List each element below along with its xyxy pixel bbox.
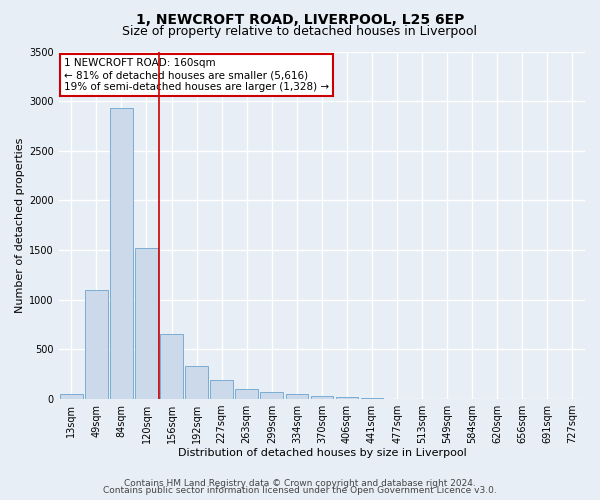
Bar bbox=[311, 396, 333, 399]
Bar bbox=[160, 334, 183, 399]
Bar bbox=[286, 394, 308, 399]
Text: Size of property relative to detached houses in Liverpool: Size of property relative to detached ho… bbox=[122, 25, 478, 38]
Bar bbox=[235, 389, 258, 399]
Bar bbox=[211, 380, 233, 399]
Bar bbox=[135, 248, 158, 399]
Text: 1 NEWCROFT ROAD: 160sqm
← 81% of detached houses are smaller (5,616)
19% of semi: 1 NEWCROFT ROAD: 160sqm ← 81% of detache… bbox=[64, 58, 329, 92]
Bar bbox=[60, 394, 83, 399]
Bar bbox=[260, 392, 283, 399]
Text: 1, NEWCROFT ROAD, LIVERPOOL, L25 6EP: 1, NEWCROFT ROAD, LIVERPOOL, L25 6EP bbox=[136, 12, 464, 26]
Bar bbox=[85, 290, 107, 399]
Bar bbox=[185, 366, 208, 399]
Y-axis label: Number of detached properties: Number of detached properties bbox=[15, 138, 25, 313]
Bar bbox=[335, 397, 358, 399]
Text: Contains HM Land Registry data © Crown copyright and database right 2024.: Contains HM Land Registry data © Crown c… bbox=[124, 478, 476, 488]
X-axis label: Distribution of detached houses by size in Liverpool: Distribution of detached houses by size … bbox=[178, 448, 466, 458]
Bar bbox=[110, 108, 133, 399]
Text: Contains public sector information licensed under the Open Government Licence v3: Contains public sector information licen… bbox=[103, 486, 497, 495]
